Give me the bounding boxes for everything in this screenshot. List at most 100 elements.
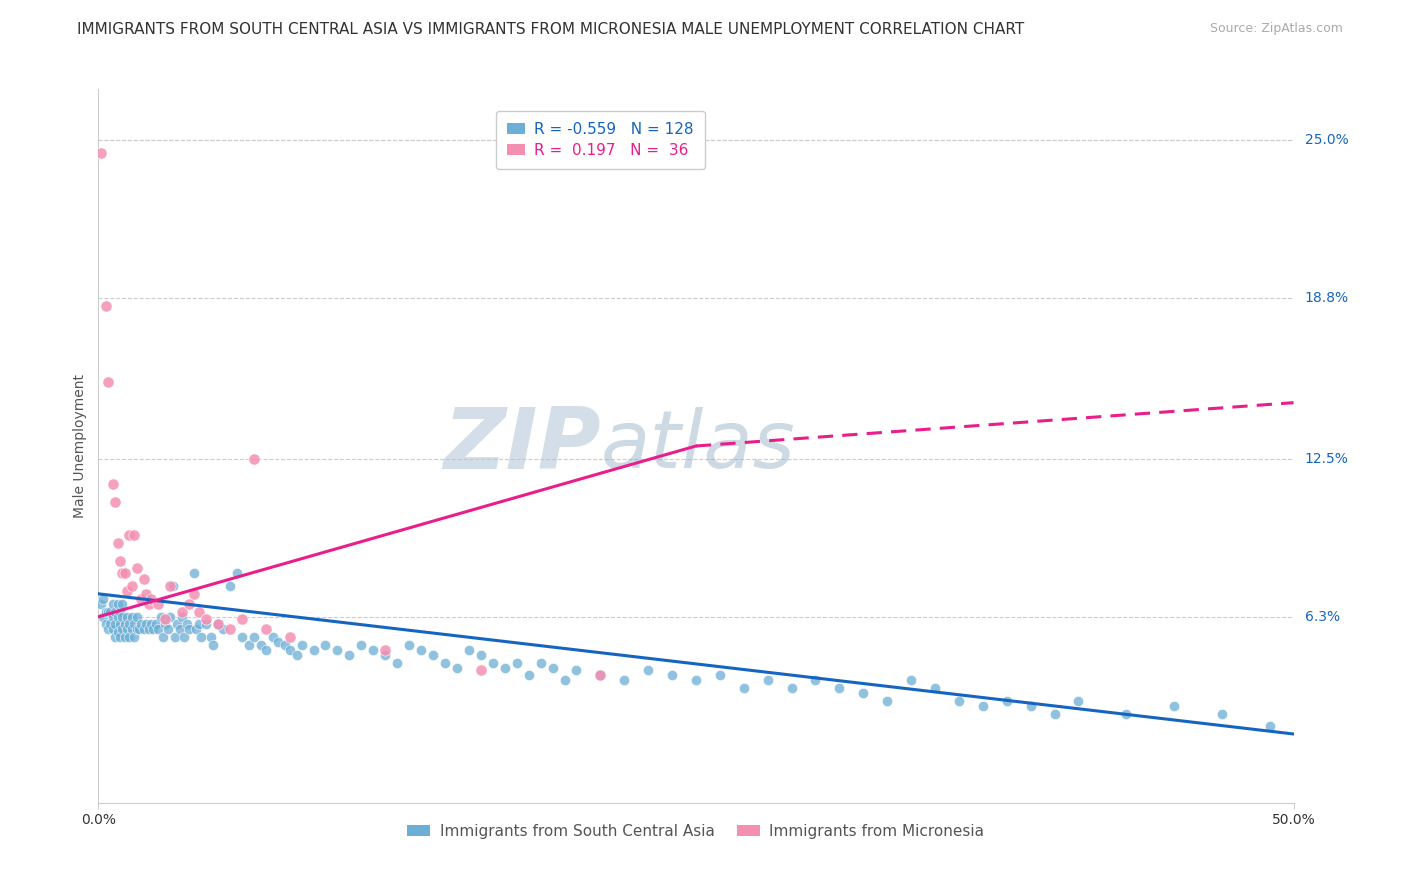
Point [267, 635, 290, 649]
Point [1163, 698, 1185, 713]
Point [1258, 719, 1281, 733]
Point [135, 617, 157, 632]
Point [114, 566, 136, 581]
Point [148, 623, 170, 637]
Point [506, 656, 529, 670]
Text: IMMIGRANTS FROM SOUTH CENTRAL ASIA VS IMMIGRANTS FROM MICRONESIA MALE UNEMPLOYME: IMMIGRANTS FROM SOUTH CENTRAL ASIA VS IM… [77, 22, 1025, 37]
Point [91, 591, 114, 606]
Point [291, 638, 314, 652]
Point [118, 617, 141, 632]
Point [114, 630, 136, 644]
Point [494, 661, 516, 675]
Point [148, 597, 170, 611]
Point [637, 663, 659, 677]
Point [254, 643, 277, 657]
Point [398, 638, 420, 652]
Point [107, 597, 129, 611]
Point [1211, 706, 1233, 721]
Point [91, 609, 114, 624]
Point [231, 630, 253, 644]
Point [125, 561, 148, 575]
Point [278, 630, 301, 644]
Point [101, 477, 124, 491]
Point [589, 668, 612, 682]
Point [118, 630, 141, 644]
Text: 18.8%: 18.8% [1305, 291, 1348, 305]
Point [97, 623, 120, 637]
Point [422, 648, 444, 662]
Point [554, 673, 576, 688]
Point [172, 609, 194, 624]
Point [97, 605, 120, 619]
Point [195, 617, 218, 632]
Point [104, 495, 127, 509]
Point [207, 617, 229, 632]
Point [541, 661, 564, 675]
Point [995, 694, 1018, 708]
Point [179, 623, 201, 637]
Text: ZIP: ZIP [443, 404, 600, 488]
Point [94, 299, 117, 313]
Point [238, 638, 260, 652]
Point [159, 579, 181, 593]
Point [152, 630, 174, 644]
Point [756, 673, 779, 688]
Point [104, 630, 127, 644]
Point [900, 673, 922, 688]
Point [131, 617, 153, 632]
Point [924, 681, 946, 695]
Point [97, 376, 120, 390]
Point [142, 623, 165, 637]
Point [125, 623, 148, 637]
Point [828, 681, 851, 695]
Point [104, 617, 127, 632]
Point [589, 668, 612, 682]
Point [363, 643, 385, 657]
Point [169, 623, 191, 637]
Point [374, 643, 396, 657]
Point [200, 630, 222, 644]
Point [172, 605, 194, 619]
Point [124, 630, 146, 644]
Point [108, 630, 131, 644]
Point [135, 587, 157, 601]
Point [446, 661, 468, 675]
Point [183, 587, 205, 601]
Point [101, 597, 124, 611]
Point [94, 605, 117, 619]
Point [108, 554, 131, 568]
Text: 12.5%: 12.5% [1305, 451, 1348, 466]
Text: 25.0%: 25.0% [1305, 133, 1348, 147]
Point [202, 638, 225, 652]
Point [250, 638, 273, 652]
Point [481, 656, 505, 670]
Point [114, 617, 136, 632]
Point [852, 686, 875, 700]
Point [804, 673, 827, 688]
Point [128, 623, 150, 637]
Point [145, 617, 167, 632]
Point [685, 673, 707, 688]
Point [262, 630, 284, 644]
Point [115, 609, 138, 624]
Point [121, 609, 143, 624]
Point [434, 656, 457, 670]
Point [226, 566, 249, 581]
Point [530, 656, 553, 670]
Point [124, 617, 146, 632]
Point [94, 617, 117, 632]
Point [302, 643, 325, 657]
Point [138, 623, 160, 637]
Point [613, 673, 636, 688]
Point [1115, 706, 1137, 721]
Point [219, 623, 242, 637]
Point [411, 643, 433, 657]
Point [1019, 698, 1042, 713]
Point [101, 623, 124, 637]
Text: atlas: atlas [600, 407, 796, 485]
Y-axis label: Male Unemployment: Male Unemployment [73, 374, 87, 518]
Point [149, 609, 172, 624]
Point [733, 681, 755, 695]
Point [139, 591, 162, 606]
Point [131, 591, 153, 606]
